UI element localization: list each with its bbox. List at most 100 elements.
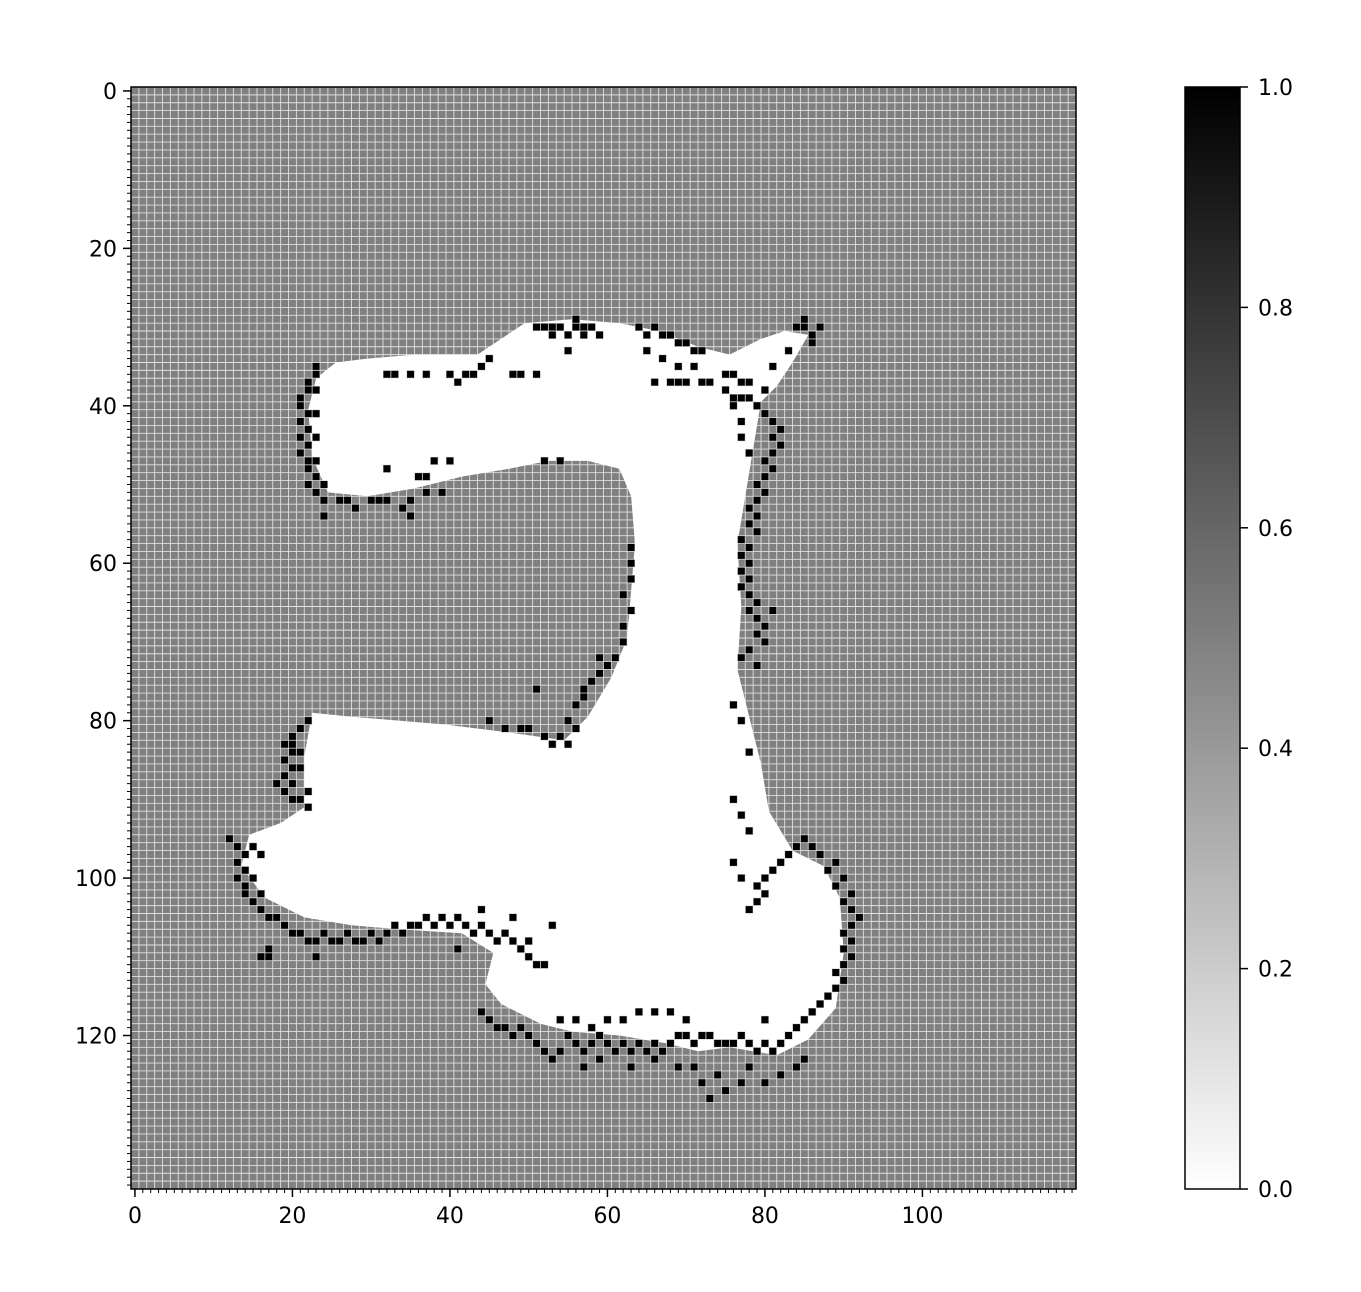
colorbar-tick-label: 0.2 [1258,958,1293,983]
occupied-cell [745,543,754,552]
colorbar-tick-label: 1.0 [1258,76,1293,101]
occupied-cell [461,370,470,379]
occupied-cell [312,386,321,394]
occupied-cell [674,362,683,371]
occupied-cell [761,1039,769,1048]
occupied-cell [635,323,643,332]
occupied-cell [745,519,754,528]
occupied-cell [359,937,368,945]
occupied-cell [296,724,305,733]
occupied-cell [579,685,588,694]
occupied-cell [800,1055,809,1064]
occupied-cell [296,449,305,457]
occupied-cell [737,1078,746,1087]
occupied-cell [288,795,297,804]
x-tick-label: 40 [436,1204,464,1229]
occupied-cell [477,362,486,371]
occupied-cell [564,346,573,355]
occupied-cell [776,1070,785,1079]
occupied-cell [776,441,785,450]
occupied-cell [831,858,840,867]
occupied-cell [572,1039,580,1048]
occupied-cell [737,653,746,662]
occupied-cell [327,937,336,945]
occupied-cell [438,913,447,922]
x-tick-label: 60 [593,1204,621,1229]
occupied-cell [383,929,391,938]
occupied-cell [556,1047,565,1056]
occupied-cell [768,433,777,442]
occupied-cell [800,323,809,332]
occupied-cell [745,826,754,835]
occupied-cell [540,323,549,332]
occupied-cell [753,512,762,520]
occupied-cell [753,614,762,623]
occupied-cell [847,952,856,961]
occupied-cell [768,1047,777,1056]
occupied-cell [532,1039,541,1048]
occupied-cell [674,378,683,387]
occupied-cell [532,960,541,969]
occupied-cell [737,1031,746,1040]
occupied-cell [296,393,305,402]
occupied-cell [745,378,754,387]
occupied-cell [312,952,321,961]
occupied-cell [312,362,321,371]
occupied-cell [288,740,297,749]
plot-area [131,87,1076,1189]
occupied-cell [304,425,313,434]
occupied-cell [729,401,738,410]
occupied-cell [847,905,856,914]
occupied-cell [737,551,746,560]
occupied-cell [485,1015,494,1024]
occupied-cell [698,378,706,387]
occupied-cell [288,779,297,788]
occupied-cell [800,315,809,324]
occupied-cell [745,393,754,402]
occupied-cells [225,315,864,1103]
occupied-cell [453,913,462,922]
grid-lines [131,87,1076,1189]
occupied-cell [335,937,344,945]
occupied-cell [579,331,588,339]
occupied-cell [666,331,675,339]
occupied-cell [406,496,415,505]
occupied-cell [446,456,454,465]
occupied-cell [312,472,321,481]
occupied-cell [241,889,250,898]
occupied-cell [320,480,328,489]
occupied-cell [761,638,769,646]
occupied-cell [611,1047,620,1056]
occupied-cell [233,842,242,851]
occupied-cell [485,929,494,938]
occupied-cell [698,346,706,355]
occupied-cell [312,370,321,379]
occupied-cell [446,370,454,379]
occupied-cell [627,1063,636,1071]
occupied-cell [753,1047,762,1056]
occupied-cell [446,921,454,930]
occupied-cell [548,740,557,749]
occupied-cell [729,370,738,379]
occupied-cell [666,1007,675,1016]
occupied-cell [564,740,573,749]
occupied-cell [745,449,754,457]
occupied-cell [800,834,809,843]
occupied-cell [524,937,533,945]
occupied-cell [516,370,525,379]
occupied-cell [642,1047,651,1056]
occupied-cell [713,1039,722,1048]
occupied-cell [698,1031,706,1040]
occupied-cell [296,763,305,772]
occupied-cell [619,1015,628,1024]
occupied-cell [524,1031,533,1040]
occupied-cell [721,386,730,394]
occupied-cell [335,496,344,505]
occupied-cell [753,598,762,607]
occupied-cell [524,724,533,733]
y-tick-label: 0 [103,80,117,105]
occupied-cell [761,622,769,631]
x-tick-label: 100 [901,1204,943,1229]
occupied-cell [312,456,321,465]
occupied-cell [619,622,628,631]
